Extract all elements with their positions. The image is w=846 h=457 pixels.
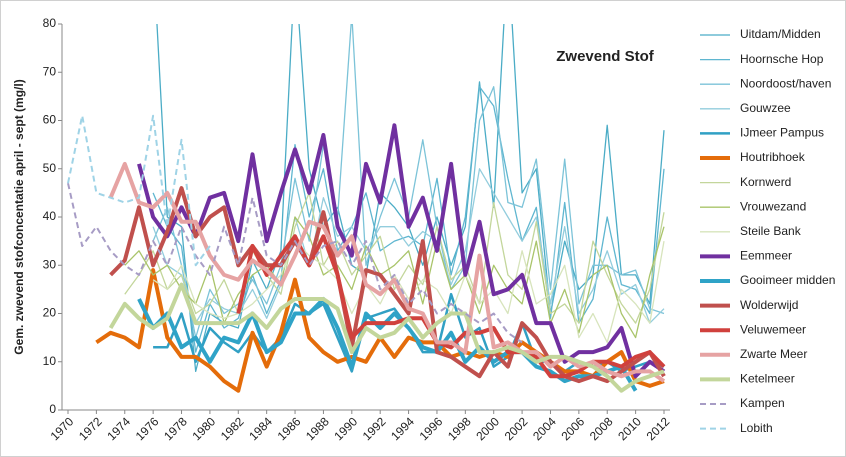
legend-label: Vrouwezand [740, 199, 806, 213]
legend-label: Ketelmeer [740, 372, 795, 386]
legend-label: Noordoost/haven [740, 76, 831, 90]
legend-label: Gooimeer midden [740, 273, 835, 287]
legend-label: Eemmeer [740, 249, 792, 263]
series-line [108, 282, 665, 393]
series-line [67, 182, 523, 344]
series-line [124, 216, 665, 339]
series-line [108, 161, 666, 383]
legend-label: Gouwzee [740, 101, 791, 115]
legend-label: Lobith [740, 421, 773, 435]
y-tick-label: 30 [43, 257, 57, 271]
series-line [137, 123, 666, 379]
y-tick-label: 20 [43, 306, 57, 320]
legend-label: Wolderwijd [740, 298, 798, 312]
legend-label: Uitdam/Midden [740, 27, 821, 41]
legend-label: Zwarte Meer [740, 347, 807, 361]
chart-title: Zwevend Stof [556, 48, 655, 65]
y-tick-label: 0 [49, 402, 56, 416]
legend-label: Kampen [740, 396, 785, 410]
y-axis-label: Gem. zwevend stofconcentatie april - sep… [12, 79, 26, 354]
y-tick-label: 10 [43, 354, 57, 368]
y-tick-label: 80 [43, 16, 57, 30]
legend-label: Houtribhoek [740, 150, 806, 164]
legend-label: Veluwemeer [740, 322, 806, 336]
y-tick-label: 70 [43, 64, 57, 78]
y-tick-label: 60 [43, 113, 57, 127]
series-line [137, 297, 638, 392]
y-tick-label: 40 [43, 209, 57, 223]
legend-label: IJmeer Pampus [740, 126, 824, 140]
series-line [67, 114, 211, 267]
y-tick-label: 50 [43, 161, 57, 175]
plot-lines [67, 24, 666, 393]
legend-label: Kornwerd [740, 175, 791, 189]
legend-label: Steile Bank [740, 224, 802, 238]
legend-label: Hoornsche Hop [740, 52, 824, 66]
